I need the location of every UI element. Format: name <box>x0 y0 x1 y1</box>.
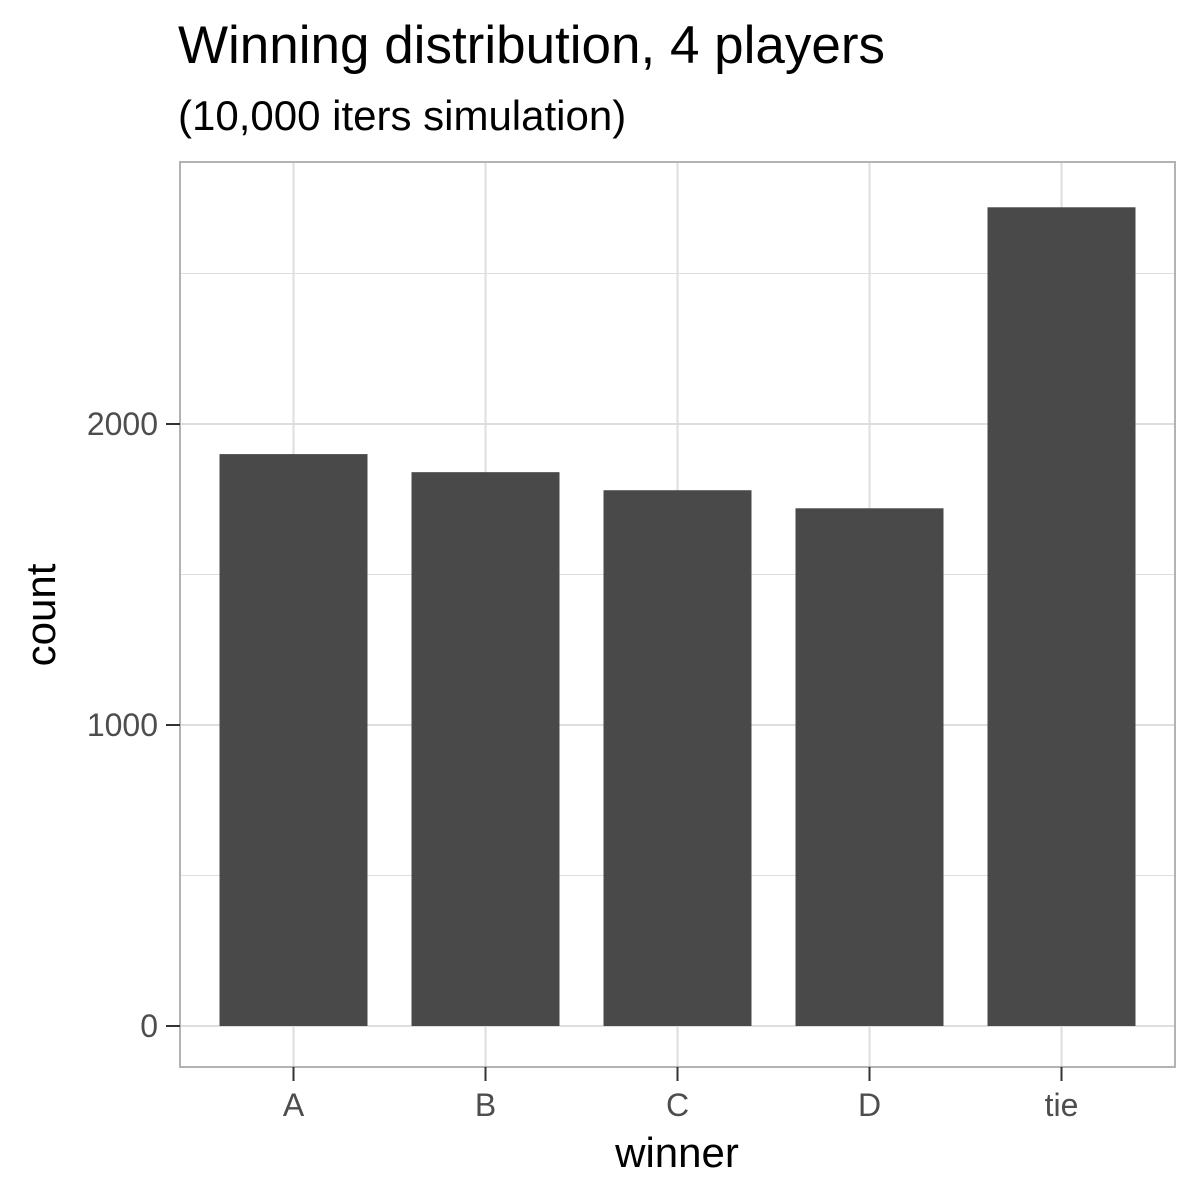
bar-D <box>795 508 944 1026</box>
bar-C <box>603 490 752 1027</box>
x-tick-label: D <box>858 1087 881 1123</box>
bar-A <box>219 454 368 1027</box>
y-tick-label: 2000 <box>87 406 158 442</box>
y-tick-label: 1000 <box>87 707 158 743</box>
y-tick-label: 0 <box>140 1008 158 1044</box>
y-axis: 0 1000 2000 <box>87 406 180 1044</box>
x-axis-title: winner <box>614 1129 739 1176</box>
y-axis-title: count <box>17 563 64 666</box>
chart-title: Winning distribution, 4 players <box>178 16 885 75</box>
bars <box>219 207 1136 1027</box>
x-tick-label: C <box>666 1087 689 1123</box>
x-tick-label: tie <box>1045 1087 1079 1123</box>
bar-B <box>411 472 560 1026</box>
bar-tie <box>987 207 1136 1026</box>
x-tick-label: B <box>475 1087 496 1123</box>
chart-subtitle: (10,000 iters simulation) <box>178 92 626 139</box>
x-tick-label: A <box>283 1087 305 1123</box>
